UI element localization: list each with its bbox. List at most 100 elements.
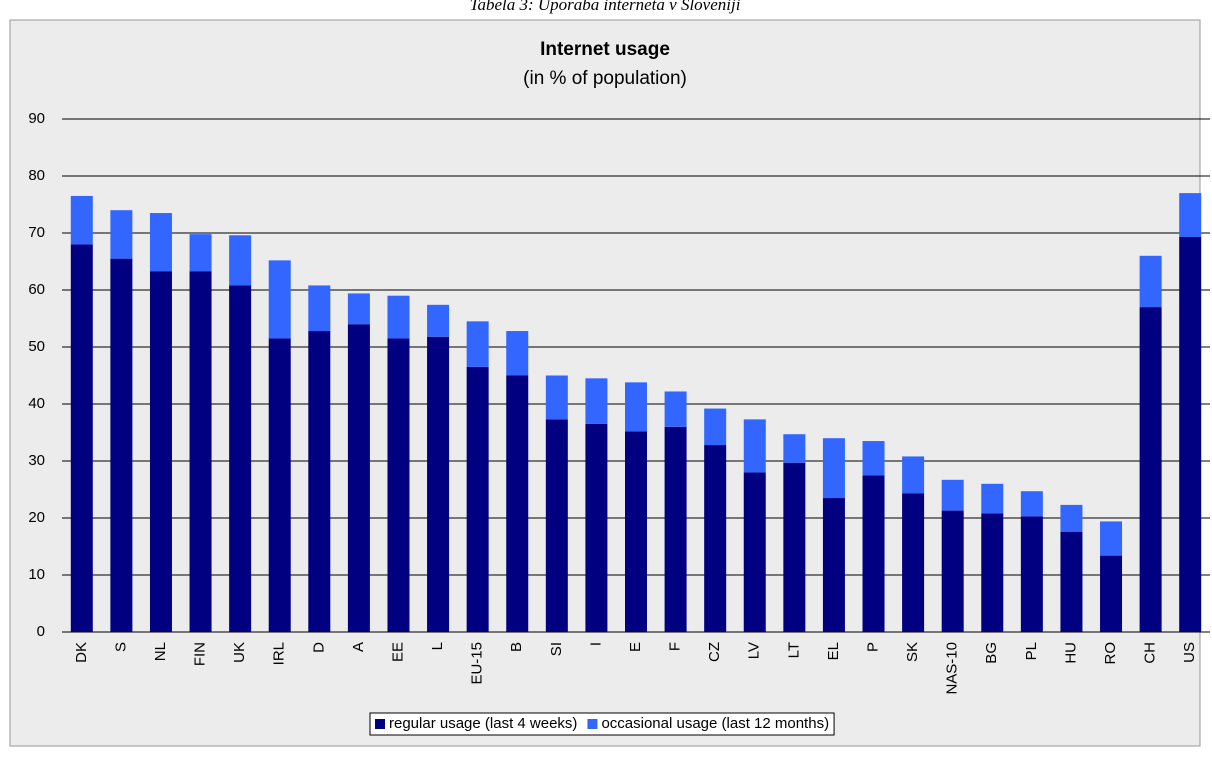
bar-segment <box>1060 531 1083 632</box>
bar-segment <box>308 331 331 632</box>
bar-segment <box>704 445 727 632</box>
bar-segment <box>308 285 331 332</box>
x-tick-label: DK <box>73 642 90 663</box>
x-tick-label: CZ <box>706 642 723 662</box>
bar-segment <box>981 513 1004 632</box>
x-tick-label: FIN <box>192 642 209 666</box>
x-tick-label: PL <box>1023 642 1040 660</box>
bar-segment <box>822 438 845 499</box>
bar-segment <box>1179 193 1202 237</box>
bar-segment <box>743 419 766 473</box>
x-tick-label: HU <box>1062 642 1079 664</box>
bar-segment <box>981 483 1004 514</box>
bar-segment <box>110 210 133 259</box>
bar-segment <box>70 244 93 632</box>
y-tick-label: 0 <box>37 623 45 640</box>
bar-segment <box>625 431 647 632</box>
x-tick-label: BG <box>983 642 1000 664</box>
x-tick-label: UK <box>231 642 248 663</box>
y-tick-label: 50 <box>28 338 45 355</box>
x-tick-label: A <box>350 642 367 652</box>
x-tick-label: LV <box>746 642 763 659</box>
y-tick-label: 80 <box>28 167 45 184</box>
bar-segment <box>743 472 766 632</box>
bar-segment <box>1020 516 1043 632</box>
x-tick-label: RO <box>1102 642 1119 665</box>
y-tick-label: 30 <box>28 452 45 469</box>
x-tick-label: D <box>310 642 327 653</box>
bar-segment <box>585 378 608 424</box>
bar-segment <box>1139 307 1162 632</box>
bar-segment <box>1020 491 1043 517</box>
bar-segment <box>941 479 964 511</box>
bar-segment <box>110 258 133 632</box>
bar-segment <box>189 234 212 272</box>
bar-segment <box>1100 521 1123 556</box>
bar-segment <box>70 195 93 245</box>
x-tick-label: SK <box>904 642 921 662</box>
x-tick-label: S <box>112 642 129 652</box>
x-tick-label: F <box>667 642 684 651</box>
bar-segment <box>1139 255 1162 308</box>
bar-segment <box>1179 236 1202 633</box>
legend-label: regular usage (last 4 weeks) <box>389 715 577 732</box>
bar-segment <box>229 235 252 286</box>
y-tick-label: 10 <box>28 566 45 583</box>
bar-segment <box>941 510 964 632</box>
bar-segment <box>466 321 489 367</box>
x-tick-label: NL <box>152 642 169 661</box>
x-tick-label: EL <box>825 642 842 660</box>
legend-box <box>369 712 835 736</box>
y-tick-label: 40 <box>28 395 45 412</box>
chart-subtitle: (in % of population) <box>523 68 687 89</box>
bar-segment <box>545 375 568 420</box>
bar-segment <box>704 408 727 446</box>
bar-segment <box>347 293 370 325</box>
y-tick-label: 90 <box>28 110 45 127</box>
legend-swatch <box>587 719 598 729</box>
bar-segment <box>189 271 212 632</box>
bar-segment <box>902 456 925 494</box>
caption: Tabela 3: Uporaba interneta v Sloveniji <box>470 0 741 14</box>
y-tick-label: 70 <box>28 224 45 241</box>
y-tick-label: 20 <box>28 509 45 526</box>
bar-segment <box>1100 555 1123 632</box>
chart-title: Internet usage <box>540 39 670 60</box>
bar-segment <box>149 213 172 272</box>
x-tick-label: IRL <box>271 642 288 665</box>
x-tick-label: L <box>429 642 446 650</box>
legend-swatch <box>375 719 385 729</box>
x-tick-label: NAS-10 <box>944 642 961 695</box>
legend: regular usage (last 4 weeks) occasional u… <box>369 712 835 736</box>
bar-segment <box>862 475 885 632</box>
bar-segment <box>268 260 291 339</box>
x-tick-label: P <box>864 642 881 652</box>
bar-segment <box>783 462 806 632</box>
bar-segment <box>585 423 608 632</box>
bar-segment <box>862 441 885 476</box>
x-tick-label: B <box>508 642 525 652</box>
x-tick-label: E <box>627 642 644 652</box>
bar-segment <box>545 419 568 632</box>
bar-segment <box>387 295 410 339</box>
bar-segment <box>466 366 489 632</box>
bar-segment <box>427 304 450 337</box>
bar-segment <box>149 271 172 632</box>
x-tick-label: EE <box>389 642 406 662</box>
bar-segment <box>664 391 687 427</box>
x-tick-label: CH <box>1142 642 1159 664</box>
x-tick-label: EU-15 <box>469 642 486 685</box>
bar-segment <box>822 498 845 632</box>
bar-segment <box>427 336 450 632</box>
bar-segment <box>1060 504 1083 532</box>
bar-segment <box>229 285 252 632</box>
x-tick-label: SI <box>548 642 565 656</box>
x-tick-label: LT <box>785 642 802 658</box>
bar-segment <box>506 375 529 632</box>
bar-segment <box>664 426 687 632</box>
bar-segment <box>387 338 410 632</box>
x-tick-label: I <box>587 642 604 646</box>
bar-segment <box>783 434 806 463</box>
